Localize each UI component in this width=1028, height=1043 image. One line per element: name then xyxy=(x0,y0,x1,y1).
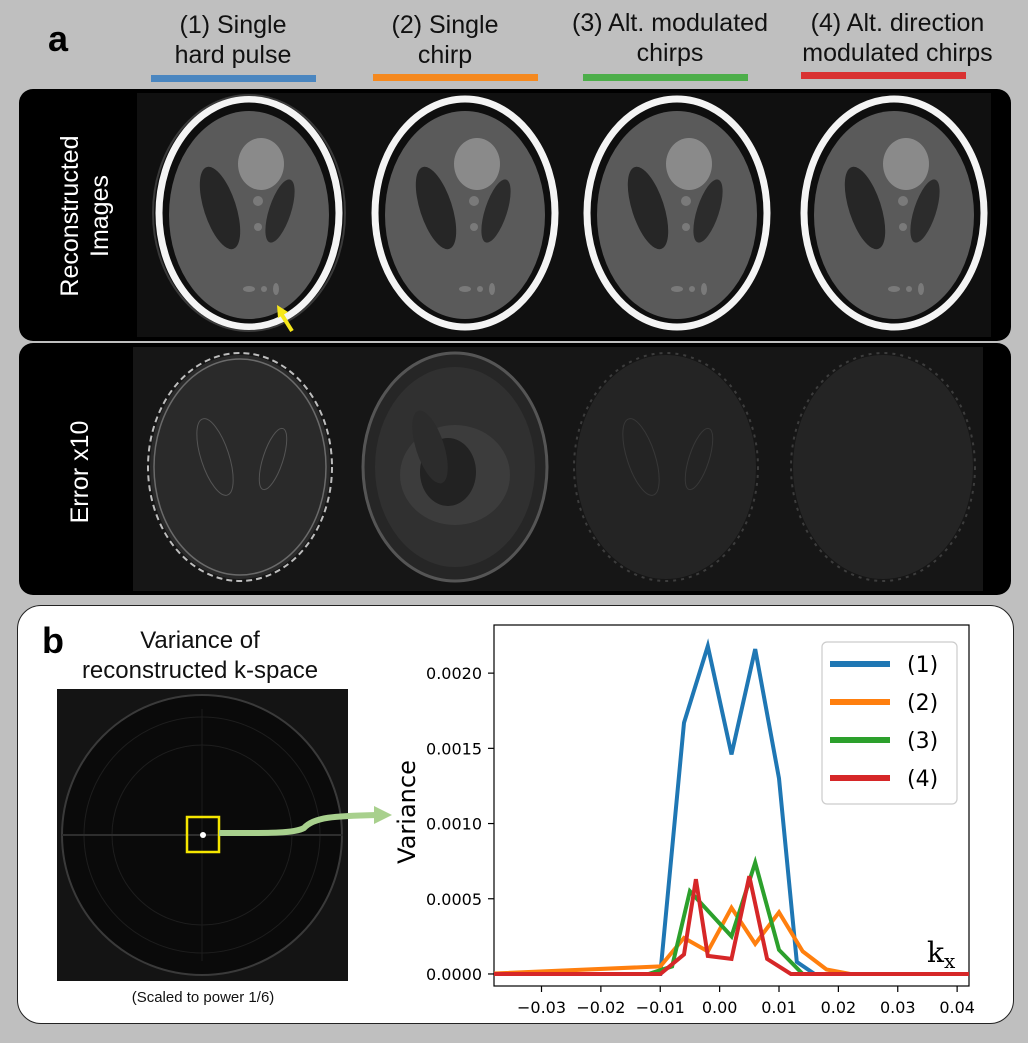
error-image-2 xyxy=(361,351,549,583)
column-header-1-line2: hard pulse xyxy=(174,41,292,69)
y-tick-label: 0.0020 xyxy=(426,664,482,683)
x-axis-label-sub: x xyxy=(944,949,956,973)
row-label-reconstructed-line1: Reconstructed xyxy=(56,135,84,297)
column-header-4-line2: modulated chirps xyxy=(802,39,993,67)
y-tick-label: 0.0010 xyxy=(426,815,482,834)
column-header-1-line1: (1) Single xyxy=(179,11,287,39)
error-image-3 xyxy=(573,352,759,582)
column-header-3-line2: chirps xyxy=(636,39,704,67)
x-axis-label: kx xyxy=(927,936,956,973)
legend-label-1: (1) xyxy=(907,653,938,678)
x-tick-label: −0.01 xyxy=(636,998,685,1017)
x-tick-label: 0.01 xyxy=(761,998,797,1017)
row-label-error-line1: Error x10 xyxy=(66,420,94,524)
phantom-image-3 xyxy=(587,99,767,327)
column-header-2-line1: (2) Single xyxy=(391,11,499,39)
row-label-reconstructed-line2: Images xyxy=(86,175,114,257)
yellow-arrow xyxy=(277,305,294,333)
y-tick-label: 0.0015 xyxy=(426,739,482,758)
column-color-bar-3 xyxy=(583,74,748,81)
kspace-variance-image xyxy=(57,689,348,981)
x-tick-label: 0.03 xyxy=(880,998,916,1017)
column-header-2-line2: chirp xyxy=(417,41,473,69)
x-axis-label-main: k xyxy=(927,936,945,969)
kspace-title: Variance of reconstructed k-space xyxy=(40,626,360,686)
error-image-1 xyxy=(147,352,333,582)
kspace-title-line1: Variance of xyxy=(140,627,260,654)
legend-box xyxy=(821,641,958,805)
legend-label-4: (4) xyxy=(907,767,938,792)
row-label-error: Error x10 xyxy=(65,352,105,592)
variance-chart: 0.0000 0.0005 0.0010 0.0015 0.0020 −0.03 −0.0… xyxy=(393,624,975,1017)
x-tick-label: −0.03 xyxy=(517,998,566,1017)
column-header-4: (4) Alt. direction modulated chirps xyxy=(785,8,1010,68)
series-line-3 xyxy=(494,855,969,976)
column-color-bar-4 xyxy=(801,72,966,79)
row-label-reconstructed: Reconstructed Images xyxy=(55,96,115,336)
panel-b-label: b xyxy=(42,620,64,661)
phantom-image-2 xyxy=(375,99,555,327)
panel-a-label: a xyxy=(48,18,69,59)
kspace-title-line2: reconstructed k-space xyxy=(81,657,319,684)
reconstructed-images-strip xyxy=(137,93,991,337)
column-color-bar-2 xyxy=(373,74,538,81)
error-images-strip xyxy=(133,347,983,591)
y-tick-label: 0.0000 xyxy=(426,965,482,984)
kspace-caption: (Scaled to power 1/6) xyxy=(131,989,275,1006)
column-header-2: (2) Single chirp xyxy=(345,10,545,70)
x-tick-label: −0.02 xyxy=(576,998,625,1017)
column-header-3-line1: (3) Alt. modulated xyxy=(572,9,768,37)
legend-label-3: (3) xyxy=(907,729,938,754)
legend-label-2: (2) xyxy=(907,691,938,716)
series-line-4 xyxy=(494,875,969,976)
y-axis-label: Variance xyxy=(393,760,421,864)
phantom-image-4 xyxy=(804,99,984,327)
zoom-connector-arrow xyxy=(219,806,392,837)
y-tick-label: 0.0005 xyxy=(426,890,482,909)
error-image-4 xyxy=(790,352,976,582)
x-tick-label: 0.00 xyxy=(702,998,738,1017)
series-line-1 xyxy=(494,638,969,976)
column-color-bar-1 xyxy=(151,75,316,82)
column-header-1: (1) Single hard pulse xyxy=(133,10,333,70)
column-header-3: (3) Alt. modulated chirps xyxy=(565,8,775,68)
column-header-4-line1: (4) Alt. direction xyxy=(810,9,985,37)
phantom-image-1 xyxy=(152,94,346,332)
x-tick-label: 0.04 xyxy=(939,998,975,1017)
x-tick-label: 0.02 xyxy=(821,998,857,1017)
